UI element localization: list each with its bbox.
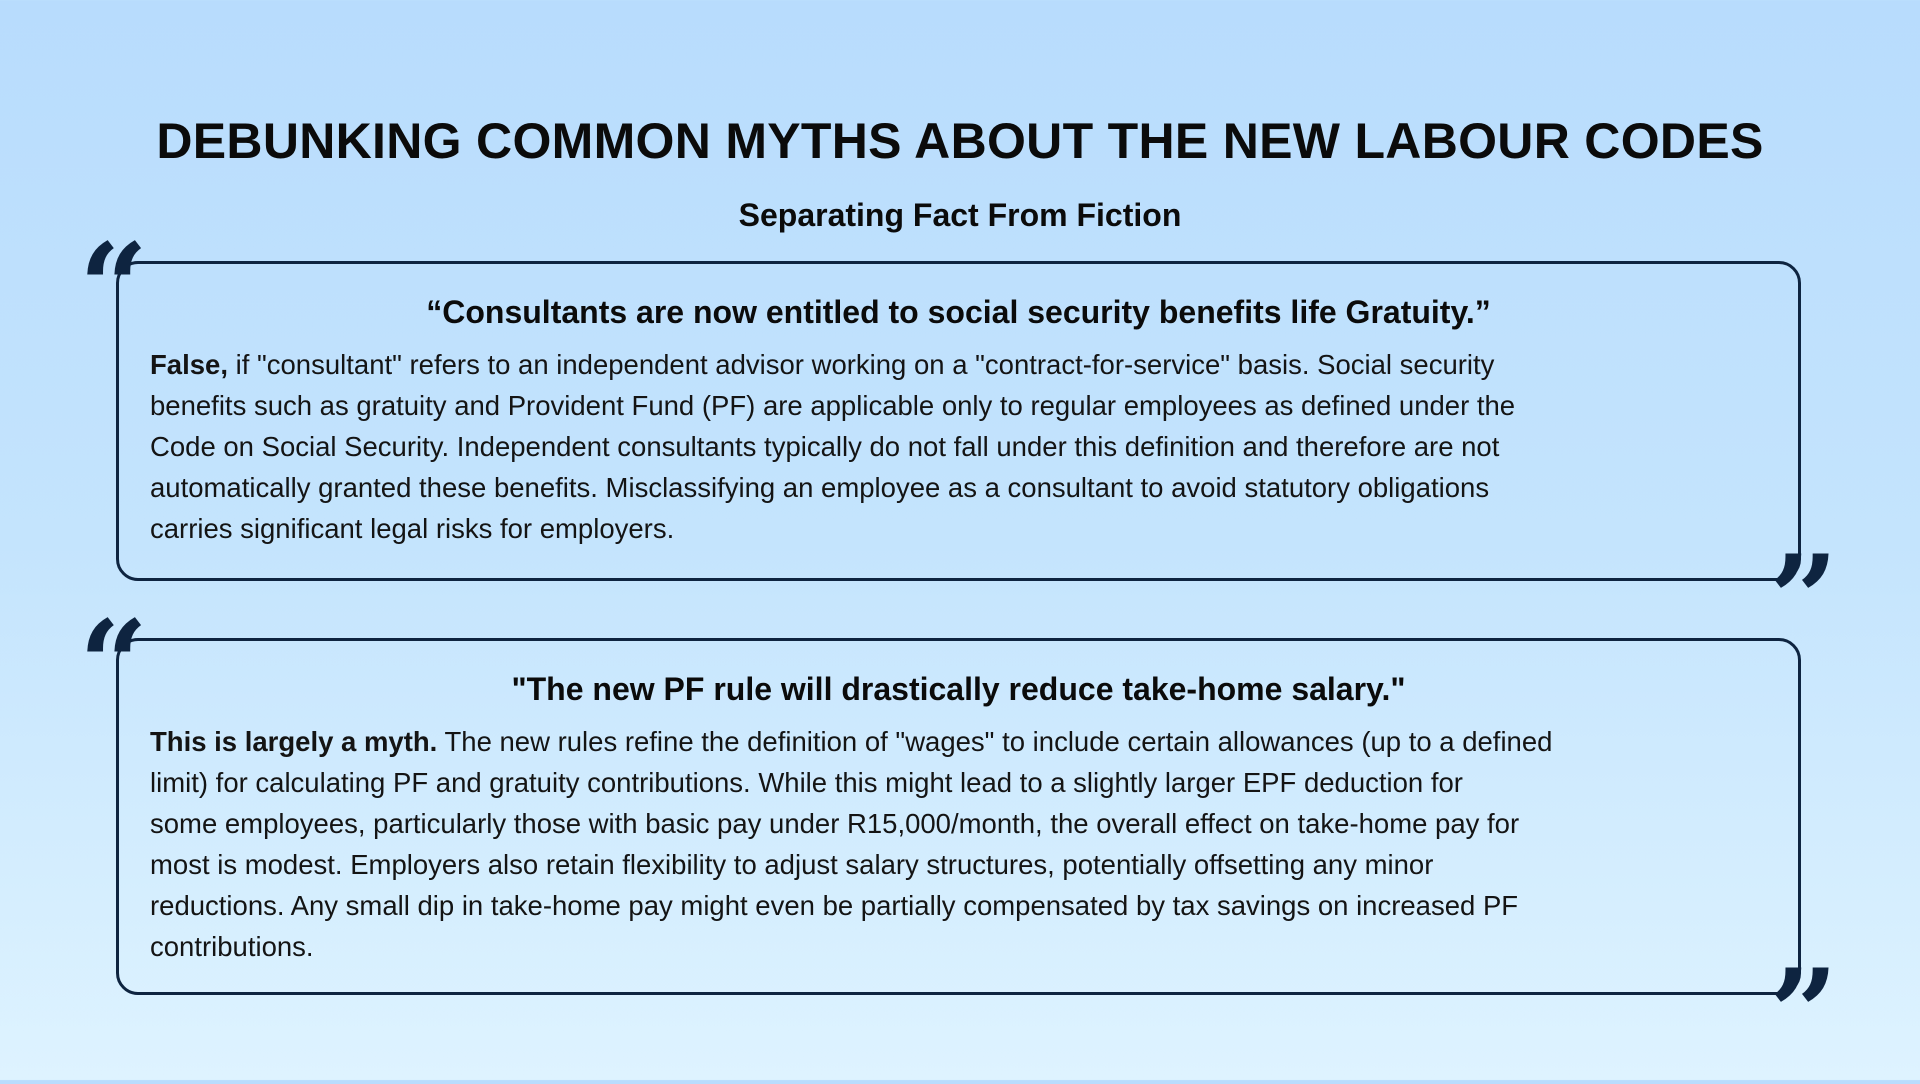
text-line: limit) for calculating PF and gratuity c…	[150, 767, 1463, 798]
text-line: automatically granted these benefits. Mi…	[150, 472, 1490, 503]
myth-card-1: “ “Consultants are now entitled to socia…	[79, 228, 1838, 660]
myth-quote: “Consultants are now entitled to social …	[426, 294, 1491, 330]
myth-explanation: This is largely a myth. The new rules re…	[150, 721, 1552, 967]
text-line: most is modest. Employers also retain fl…	[150, 849, 1434, 880]
text-line: reductions. Any small dip in take-home p…	[150, 890, 1519, 921]
page-title: DEBUNKING COMMON MYTHS ABOUT THE NEW LAB…	[156, 113, 1764, 169]
text-line: contributions.	[150, 931, 314, 962]
myth-quote: "The new PF rule will drastically reduce…	[511, 671, 1406, 707]
page-subtitle: Separating Fact From Fiction	[738, 197, 1182, 233]
open-quote-icon: “	[79, 217, 149, 358]
close-quote-icon: ”	[1768, 943, 1838, 1084]
text-line: carries significant legal risks for empl…	[150, 513, 675, 544]
text-line: Code on Social Security. Independent con…	[150, 431, 1500, 462]
verdict: This is largely a myth.	[150, 726, 438, 757]
myth-explanation: False, if "consultant" refers to an inde…	[150, 344, 1515, 549]
text-line: if "consultant" refers to an independent…	[227, 349, 1495, 380]
myth-card-2: “ "The new PF rule will drastically redu…	[79, 605, 1838, 1074]
text-line: some employees, particularly those with …	[150, 808, 1520, 839]
text-line: benefits such as gratuity and Provident …	[150, 390, 1516, 421]
text-line: The new rules refine the definition of "…	[437, 726, 1553, 757]
open-quote-icon: “	[79, 594, 149, 735]
verdict: False,	[150, 349, 228, 380]
